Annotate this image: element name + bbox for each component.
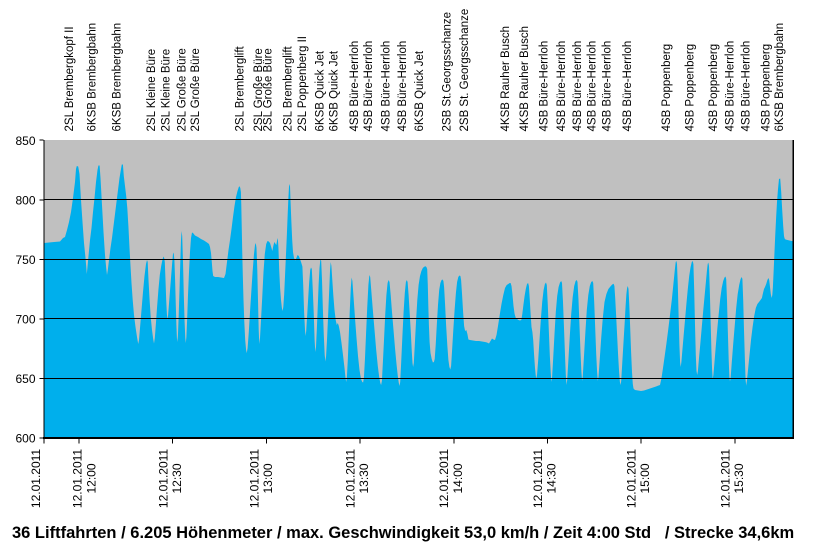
svg-text:36 Liftfahrten / 6.205 Höhenme: 36 Liftfahrten / 6.205 Höhenmeter / max.… <box>12 524 794 542</box>
svg-text:2SL Bremberglift: 2SL Bremberglift <box>234 45 246 131</box>
svg-text:12.01.2011: 12.01.2011 <box>29 449 43 508</box>
svg-text:600: 600 <box>15 432 35 446</box>
svg-text:2SL Große Büre: 2SL Große Büre <box>263 48 275 131</box>
svg-text:4SB Büre-Herrloh: 4SB Büre-Herrloh <box>572 41 584 132</box>
svg-text:12:00: 12:00 <box>85 463 99 493</box>
svg-text:2SL Kleine Büre: 2SL Kleine Büre <box>160 49 172 132</box>
svg-text:650: 650 <box>15 372 35 386</box>
svg-text:2SB St.Georgsschanze: 2SB St.Georgsschanze <box>441 12 453 132</box>
svg-text:4SB Büre-Herrloh: 4SB Büre-Herrloh <box>622 41 634 132</box>
svg-text:12.01.2011: 12.01.2011 <box>625 449 639 508</box>
svg-text:14:30: 14:30 <box>545 463 559 493</box>
svg-text:4SB Büre-Herrloh: 4SB Büre-Herrloh <box>601 41 613 132</box>
svg-text:2SL Brembergkopf II: 2SL Brembergkopf II <box>64 26 76 131</box>
svg-text:13:00: 13:00 <box>261 463 275 493</box>
svg-text:2SL Bremberglift: 2SL Bremberglift <box>282 45 294 131</box>
svg-text:700: 700 <box>15 313 35 327</box>
svg-text:4KSB Rauher Busch: 4KSB Rauher Busch <box>500 26 512 131</box>
svg-text:15:30: 15:30 <box>732 463 746 493</box>
svg-text:12.01.2011: 12.01.2011 <box>531 449 545 508</box>
svg-text:2SL Poppenberg II: 2SL Poppenberg II <box>297 36 309 131</box>
svg-text:4SB Büre-Herrloh: 4SB Büre-Herrloh <box>587 41 599 132</box>
svg-text:6KSB Quick Jet: 6KSB Quick Jet <box>328 50 340 131</box>
svg-text:4SB Büre-Herrloh: 4SB Büre-Herrloh <box>741 41 753 132</box>
svg-text:12.01.2011: 12.01.2011 <box>437 449 451 508</box>
svg-text:12.01.2011: 12.01.2011 <box>248 449 262 508</box>
svg-text:4SB Büre-Herrloh: 4SB Büre-Herrloh <box>539 41 551 132</box>
svg-text:12.01.2011: 12.01.2011 <box>718 449 732 508</box>
svg-text:4SB Poppenberg: 4SB Poppenberg <box>708 44 720 132</box>
svg-text:4SB Büre-Herrloh: 4SB Büre-Herrloh <box>381 41 393 132</box>
svg-text:6KSB Quick Jet: 6KSB Quick Jet <box>315 50 327 131</box>
svg-text:4SB Büre-Herrloh: 4SB Büre-Herrloh <box>397 41 409 132</box>
svg-text:4SB Büre-Herrloh: 4SB Büre-Herrloh <box>725 41 737 132</box>
svg-text:13:30: 13:30 <box>357 463 371 493</box>
svg-text:12:30: 12:30 <box>170 463 184 493</box>
svg-text:4SB Büre-Herrloh: 4SB Büre-Herrloh <box>363 41 375 132</box>
svg-text:850: 850 <box>15 134 35 148</box>
svg-text:2SL Große Büre: 2SL Große Büre <box>177 48 189 131</box>
svg-text:800: 800 <box>15 193 35 207</box>
svg-text:14:00: 14:00 <box>451 463 465 493</box>
svg-text:2SB St. Georgsschanze: 2SB St. Georgsschanze <box>459 9 471 132</box>
svg-text:2SL Große Büre: 2SL Große Büre <box>253 48 265 131</box>
svg-text:4SB Poppenberg: 4SB Poppenberg <box>761 44 773 132</box>
svg-text:2SL Große Büre: 2SL Große Büre <box>190 48 202 131</box>
svg-text:6KSB Quick Jet: 6KSB Quick Jet <box>414 50 426 131</box>
svg-text:4SB Poppenberg: 4SB Poppenberg <box>684 44 696 132</box>
svg-text:15:00: 15:00 <box>638 463 652 493</box>
svg-text:6KSB Brembergbahn: 6KSB Brembergbahn <box>774 23 786 132</box>
svg-text:12.01.2011: 12.01.2011 <box>344 449 358 508</box>
svg-text:12.01.2011: 12.01.2011 <box>156 449 170 508</box>
svg-text:4SB Poppenberg: 4SB Poppenberg <box>661 44 673 132</box>
svg-text:6KSB Brembergbahn: 6KSB Brembergbahn <box>86 23 98 132</box>
svg-text:750: 750 <box>15 253 35 267</box>
svg-text:4KSB Rauher Busch: 4KSB Rauher Busch <box>519 26 531 131</box>
svg-text:4SB Büre-Herrloh: 4SB Büre-Herrloh <box>556 41 568 132</box>
svg-text:2SL Kleine Büre: 2SL Kleine Büre <box>146 49 158 132</box>
svg-text:4SB Büre-Herrloh: 4SB Büre-Herrloh <box>349 41 361 132</box>
svg-text:12.01.2011: 12.01.2011 <box>71 449 85 508</box>
svg-text:6KSB Brembergbahn: 6KSB Brembergbahn <box>112 23 124 132</box>
